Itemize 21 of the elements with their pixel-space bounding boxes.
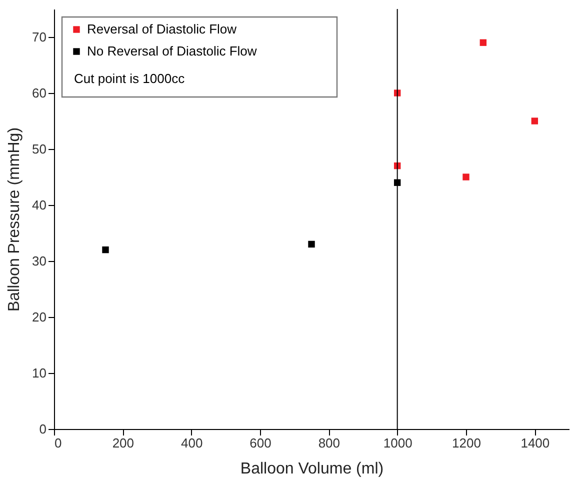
x-tick-label: 1200 bbox=[452, 436, 481, 450]
y-tick-label: 60 bbox=[32, 86, 46, 100]
y-tick-label: 10 bbox=[32, 366, 46, 380]
y-tick-label: 40 bbox=[32, 198, 46, 212]
x-tick-label: 600 bbox=[250, 436, 272, 450]
y-tick-label: 30 bbox=[32, 254, 46, 268]
x-tick-label: 1000 bbox=[383, 436, 412, 450]
x-tick-label: 1400 bbox=[520, 436, 550, 450]
annotation: Cut point is 1000cc bbox=[74, 71, 186, 86]
x-tick-label: 200 bbox=[112, 436, 134, 450]
x-axis-title: Balloon Volume (ml) bbox=[240, 460, 384, 478]
y-axis-title: Balloon Pressure (mmHg) bbox=[6, 127, 24, 312]
y-tick-label: 50 bbox=[32, 142, 46, 156]
legend-label: Reversal of Diastolic Flow bbox=[87, 22, 238, 36]
x-tick-label: 400 bbox=[180, 436, 203, 450]
y-tick-label: 20 bbox=[32, 310, 46, 324]
y-tick-label: 0 bbox=[39, 422, 46, 436]
y-tick-label: 70 bbox=[32, 30, 46, 44]
x-tick-label: 0 bbox=[54, 436, 62, 450]
legend-label: No Reversal of Diastolic Flow bbox=[87, 44, 258, 58]
x-tick-label: 800 bbox=[318, 436, 340, 450]
